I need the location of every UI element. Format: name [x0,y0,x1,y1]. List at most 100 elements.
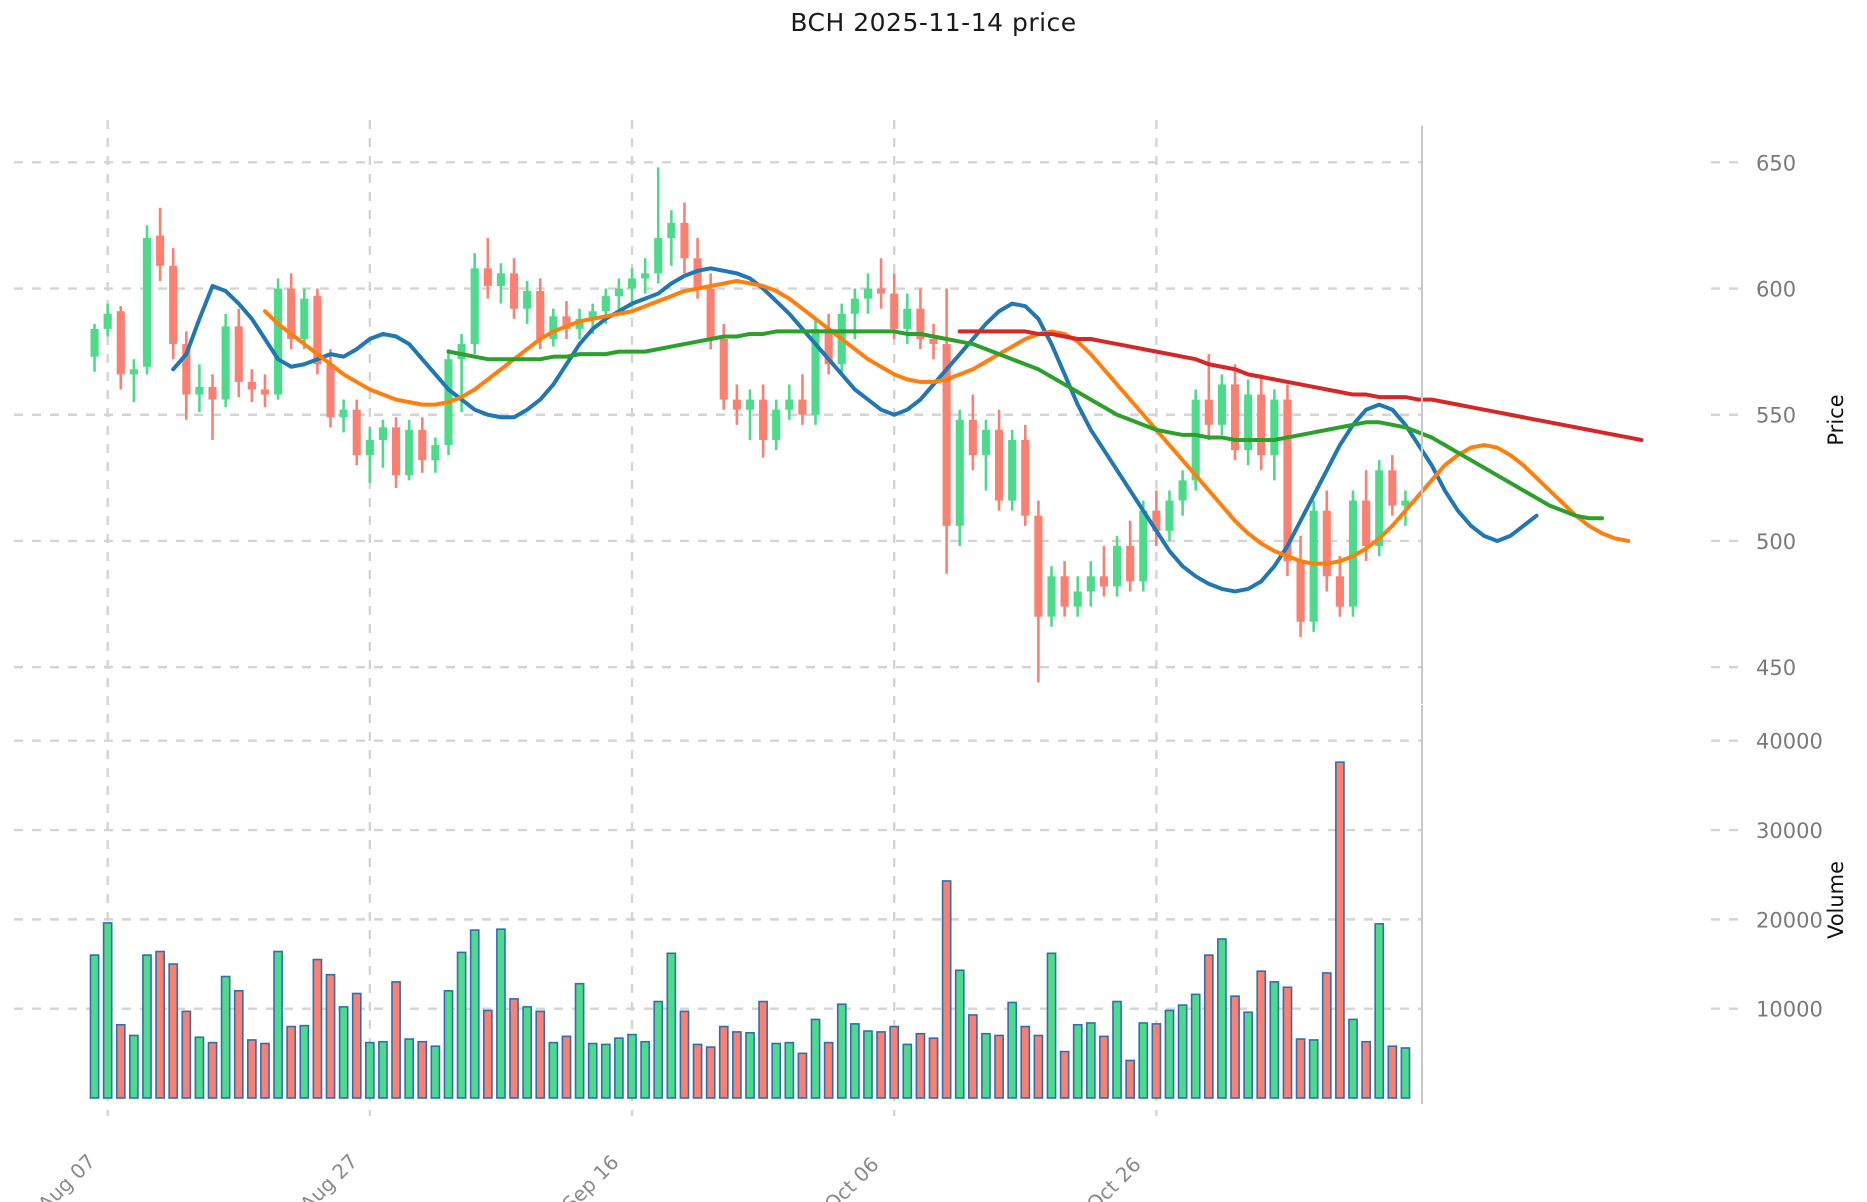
volume-bar [758,1000,768,1099]
volume-bar [627,1033,637,1099]
candle-body [601,296,610,312]
date-tick-label: Oct 06 [820,1152,884,1202]
ma-line [446,329,1605,521]
volume-bar [273,950,283,1099]
volume-bar [1400,1047,1411,1099]
volume-bar [496,928,506,1099]
candle-body [641,273,650,279]
volume-bar [732,1031,742,1099]
candle-body [1047,576,1056,617]
volume-bar [561,1035,572,1099]
volume-bar [443,990,454,1099]
volume-bar [391,981,401,1099]
candle-body [116,311,125,375]
ma-line [957,329,1644,442]
volume-bar [836,1003,847,1099]
volume-bar [889,1025,900,1099]
candle-body [1112,546,1122,587]
volume-bar [286,1025,297,1099]
volume-bar [587,1042,598,1099]
candle-body [680,222,689,259]
candle-body [863,288,873,299]
candle-body [785,399,794,410]
candle-body [549,316,558,340]
candle-body [614,288,623,297]
candle-body [798,399,807,415]
volume-bar [1387,1045,1398,1099]
volume-bar [850,1023,860,1099]
candle-body [496,273,505,286]
chart-title: BCH 2025-11-14 price [790,8,1077,37]
volume-bar [902,1043,913,1099]
volume-bar [692,1043,703,1099]
price-tick-label: 450 [1756,656,1796,680]
candle-body [575,318,584,329]
candle-body [103,313,112,329]
price-tick-label: 500 [1756,530,1796,554]
volume-bar [378,1040,388,1099]
candle-body [352,409,361,456]
candle-body [1362,500,1371,547]
candle-body [824,328,833,365]
candle-body [1204,399,1213,425]
candle-body [536,291,545,340]
price-tick-label: 650 [1756,151,1796,175]
volume-bar [1321,972,1332,1099]
volume-bar [509,998,519,1099]
candle-body [195,386,204,395]
candle-body [1257,394,1266,456]
candle-body [981,429,991,456]
candlestick-layer [90,167,1410,683]
volume-bar [863,1030,873,1099]
candle-body [562,316,571,329]
candle-body [706,288,715,340]
volume-axis-title: Volume [1824,861,1848,939]
volume-bar [745,1031,755,1099]
candle-body [1309,510,1318,622]
date-tick-label: Oct 26 [1082,1152,1146,1202]
volume-bar [981,1032,991,1099]
volume-bar [194,1036,205,1099]
candle-body [1401,500,1410,506]
candle-body [995,429,1004,501]
volume-bar [325,973,336,1099]
volume-bar [666,952,677,1099]
candle-body [955,419,964,526]
volume-bar [640,1040,650,1099]
volume-bar [784,1041,795,1099]
candle-body [968,419,977,456]
candle-body [1375,470,1384,547]
volume-tick-label: 10000 [1756,998,1823,1022]
candle-body [929,339,938,345]
volume-bar [653,1000,664,1099]
candle-body [745,399,755,410]
volume-bar [129,1034,139,1099]
volume-bar [548,1041,559,1099]
volume-bar [941,880,952,1099]
volume-bar [1308,1039,1319,1099]
candle-body [483,268,492,286]
date-tick-label: Sep 16 [557,1150,623,1202]
volume-bar [1138,1022,1149,1099]
candle-body [1244,394,1253,451]
volume-bar [1269,981,1280,1099]
candle-body [156,235,165,266]
candle-body [274,288,283,395]
volume-bar [220,975,231,1099]
candle-body [339,409,348,418]
candle-body [142,238,152,367]
candle-body [405,429,414,476]
candle-body [260,389,270,395]
volume-bar [1361,1040,1371,1099]
candle-body [1126,546,1135,582]
ma-line [171,266,1539,594]
volume-bar [1085,1022,1096,1099]
candle-body [169,265,178,345]
volume-bar [1217,938,1227,1099]
candle-body [1322,510,1331,577]
candle-body [667,222,676,239]
volume-bar [1177,1004,1188,1099]
candle-body [221,326,230,400]
volume-bar [482,1009,493,1099]
